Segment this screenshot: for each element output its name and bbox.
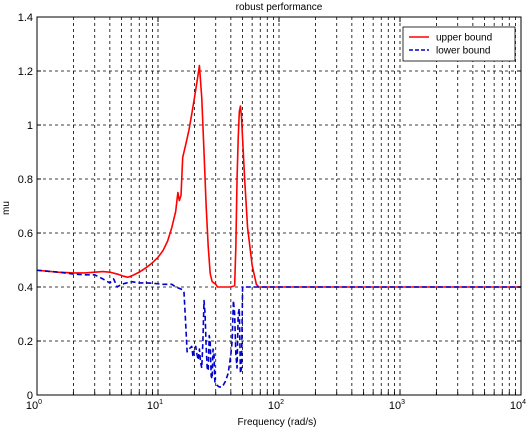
x-tick-label: 100	[26, 399, 42, 412]
x-tick-label: 101	[147, 399, 163, 412]
x-axis-label: Frequency (rad/s)	[238, 417, 317, 428]
grid	[37, 17, 521, 395]
x-tick-label: 103	[389, 399, 405, 412]
legend-label: lower bound	[436, 46, 490, 57]
y-tick-label: 1.4	[18, 12, 33, 24]
legend: upper bound lower bound	[402, 26, 516, 62]
x-tick-label: 104	[510, 399, 526, 412]
chart-title: robust performance	[236, 2, 323, 13]
plot-area: 0 0.2 0.4 0.6 0.8 1 1.2 1.4 100 101 102 103 104 upper…	[18, 12, 526, 412]
y-tick-label: 0.6	[18, 228, 33, 240]
y-tick-label: 0	[27, 390, 33, 402]
y-tick-label: 0.8	[18, 174, 33, 186]
series-line-upper-bound	[36, 64, 521, 288]
legend-label: upper bound	[436, 33, 492, 44]
y-tick-label: 0.4	[18, 282, 33, 294]
y-tick-label: 1	[27, 120, 33, 132]
y-axis-label: mu	[1, 201, 12, 215]
y-tick-label: 1.2	[18, 66, 33, 78]
y-tick-label: 0.2	[18, 336, 33, 348]
series-line-lower-bound	[36, 269, 521, 388]
x-tick-label: 102	[268, 399, 284, 412]
legend-box	[402, 26, 516, 62]
